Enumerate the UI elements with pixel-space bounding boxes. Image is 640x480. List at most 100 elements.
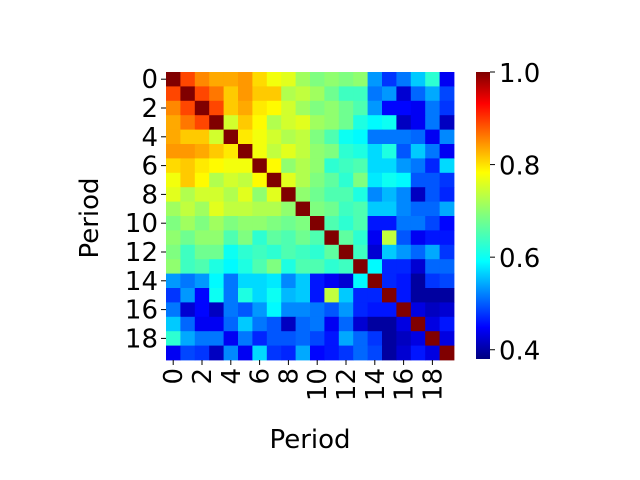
heatmap-cell xyxy=(324,302,340,318)
heatmap-cell xyxy=(338,115,354,130)
y-tick-label: 14 xyxy=(125,267,158,297)
heatmap-cell xyxy=(266,187,282,202)
heatmap-cell xyxy=(252,158,268,174)
heatmap-cell xyxy=(410,331,426,346)
heatmap-cell xyxy=(310,144,325,159)
heatmap-cell xyxy=(281,216,296,231)
heatmap-cell xyxy=(238,230,253,246)
heatmap-cell xyxy=(194,230,210,246)
heatmap-cell xyxy=(266,172,282,188)
heatmap-cell xyxy=(439,115,455,130)
heatmap-cell xyxy=(396,244,412,260)
heatmap-cell xyxy=(166,100,181,116)
heatmap-cell xyxy=(238,100,253,116)
heatmap-cell xyxy=(324,216,340,231)
heatmap-cell xyxy=(281,187,296,202)
heatmap-cell xyxy=(209,331,224,346)
heatmap-cell xyxy=(194,244,210,260)
heatmap-cell xyxy=(324,144,340,159)
heatmap-cell xyxy=(382,302,397,318)
heatmap-cell xyxy=(252,144,268,159)
heatmap-cell xyxy=(194,345,210,361)
heatmap-cell xyxy=(281,129,296,145)
heatmap-cell xyxy=(410,100,426,116)
heatmap-cell xyxy=(367,100,383,116)
heatmap-cell xyxy=(367,316,383,332)
heatmap-cell xyxy=(209,244,224,260)
heatmap-cell xyxy=(324,331,340,346)
heatmap-cell xyxy=(439,100,455,116)
heatmap-cell xyxy=(194,144,210,159)
heatmap-cell xyxy=(310,187,325,202)
heatmap-cell xyxy=(180,100,196,116)
heatmap-cell xyxy=(252,216,268,231)
heatmap-cell xyxy=(281,201,296,217)
heatmap-cell xyxy=(382,331,397,346)
heatmap-cell xyxy=(382,288,397,303)
heatmap-cell xyxy=(353,158,368,174)
heatmap-cell xyxy=(209,201,224,217)
heatmap-cell xyxy=(382,273,397,289)
heatmap-cell xyxy=(396,259,412,274)
heatmap-cell xyxy=(367,345,383,361)
heatmap-cell xyxy=(180,86,196,102)
heatmap-cell xyxy=(166,316,181,332)
heatmap-cell xyxy=(338,288,354,303)
heatmap-cell xyxy=(338,331,354,346)
heatmap-cell xyxy=(166,187,181,202)
heatmap-cell xyxy=(396,230,412,246)
heatmap-cell xyxy=(425,273,440,289)
heatmap-cell xyxy=(324,345,340,361)
heatmap-cell xyxy=(338,187,354,202)
colorbar-tick-label: 0.4 xyxy=(499,337,540,367)
heatmap-cell xyxy=(425,158,440,174)
heatmap-cell xyxy=(410,172,426,188)
heatmap-cell xyxy=(310,244,325,260)
heatmap-cell xyxy=(324,259,340,274)
heatmap-cell xyxy=(439,216,455,231)
heatmap-cell xyxy=(382,216,397,231)
heatmap-cell xyxy=(310,259,325,274)
heatmap-cell xyxy=(223,115,239,130)
heatmap-cell xyxy=(338,86,354,102)
heatmap-cell xyxy=(367,144,383,159)
x-tick-label: 8 xyxy=(274,368,304,385)
heatmap-cell xyxy=(382,115,397,130)
heatmap-cell xyxy=(353,144,368,159)
heatmap-cell xyxy=(252,302,268,318)
heatmap-cell xyxy=(439,144,455,159)
heatmap-cell xyxy=(410,201,426,217)
heatmap-cell xyxy=(252,288,268,303)
heatmap-cell xyxy=(396,72,412,87)
heatmap-cell xyxy=(367,273,383,289)
heatmap-cell xyxy=(166,273,181,289)
heatmap-cell xyxy=(238,72,253,87)
heatmap-cell xyxy=(367,72,383,87)
heatmap-cell xyxy=(310,230,325,246)
heatmap-cell xyxy=(209,230,224,246)
heatmap-cell xyxy=(252,316,268,332)
heatmap-cell xyxy=(281,331,296,346)
heatmap-cell xyxy=(180,187,196,202)
heatmap-cell xyxy=(194,115,210,130)
heatmap-cell xyxy=(396,331,412,346)
heatmap-cell xyxy=(295,100,311,116)
heatmap-cell xyxy=(223,244,239,260)
heatmap-cell xyxy=(425,115,440,130)
heatmap-cell xyxy=(166,302,181,318)
heatmap-cell xyxy=(252,244,268,260)
heatmap-cell xyxy=(353,115,368,130)
heatmap-cell xyxy=(209,259,224,274)
heatmap-cell xyxy=(295,216,311,231)
heatmap-cell xyxy=(223,100,239,116)
heatmap-cell xyxy=(353,331,368,346)
heatmap-cell xyxy=(425,244,440,260)
x-tick-label: 16 xyxy=(390,368,420,401)
heatmap-cell xyxy=(338,259,354,274)
heatmap-cell xyxy=(295,144,311,159)
heatmap-cell xyxy=(338,158,354,174)
heatmap-cell xyxy=(194,273,210,289)
heatmap-cell xyxy=(194,316,210,332)
heatmap-cell xyxy=(281,259,296,274)
heatmap-cell xyxy=(180,244,196,260)
